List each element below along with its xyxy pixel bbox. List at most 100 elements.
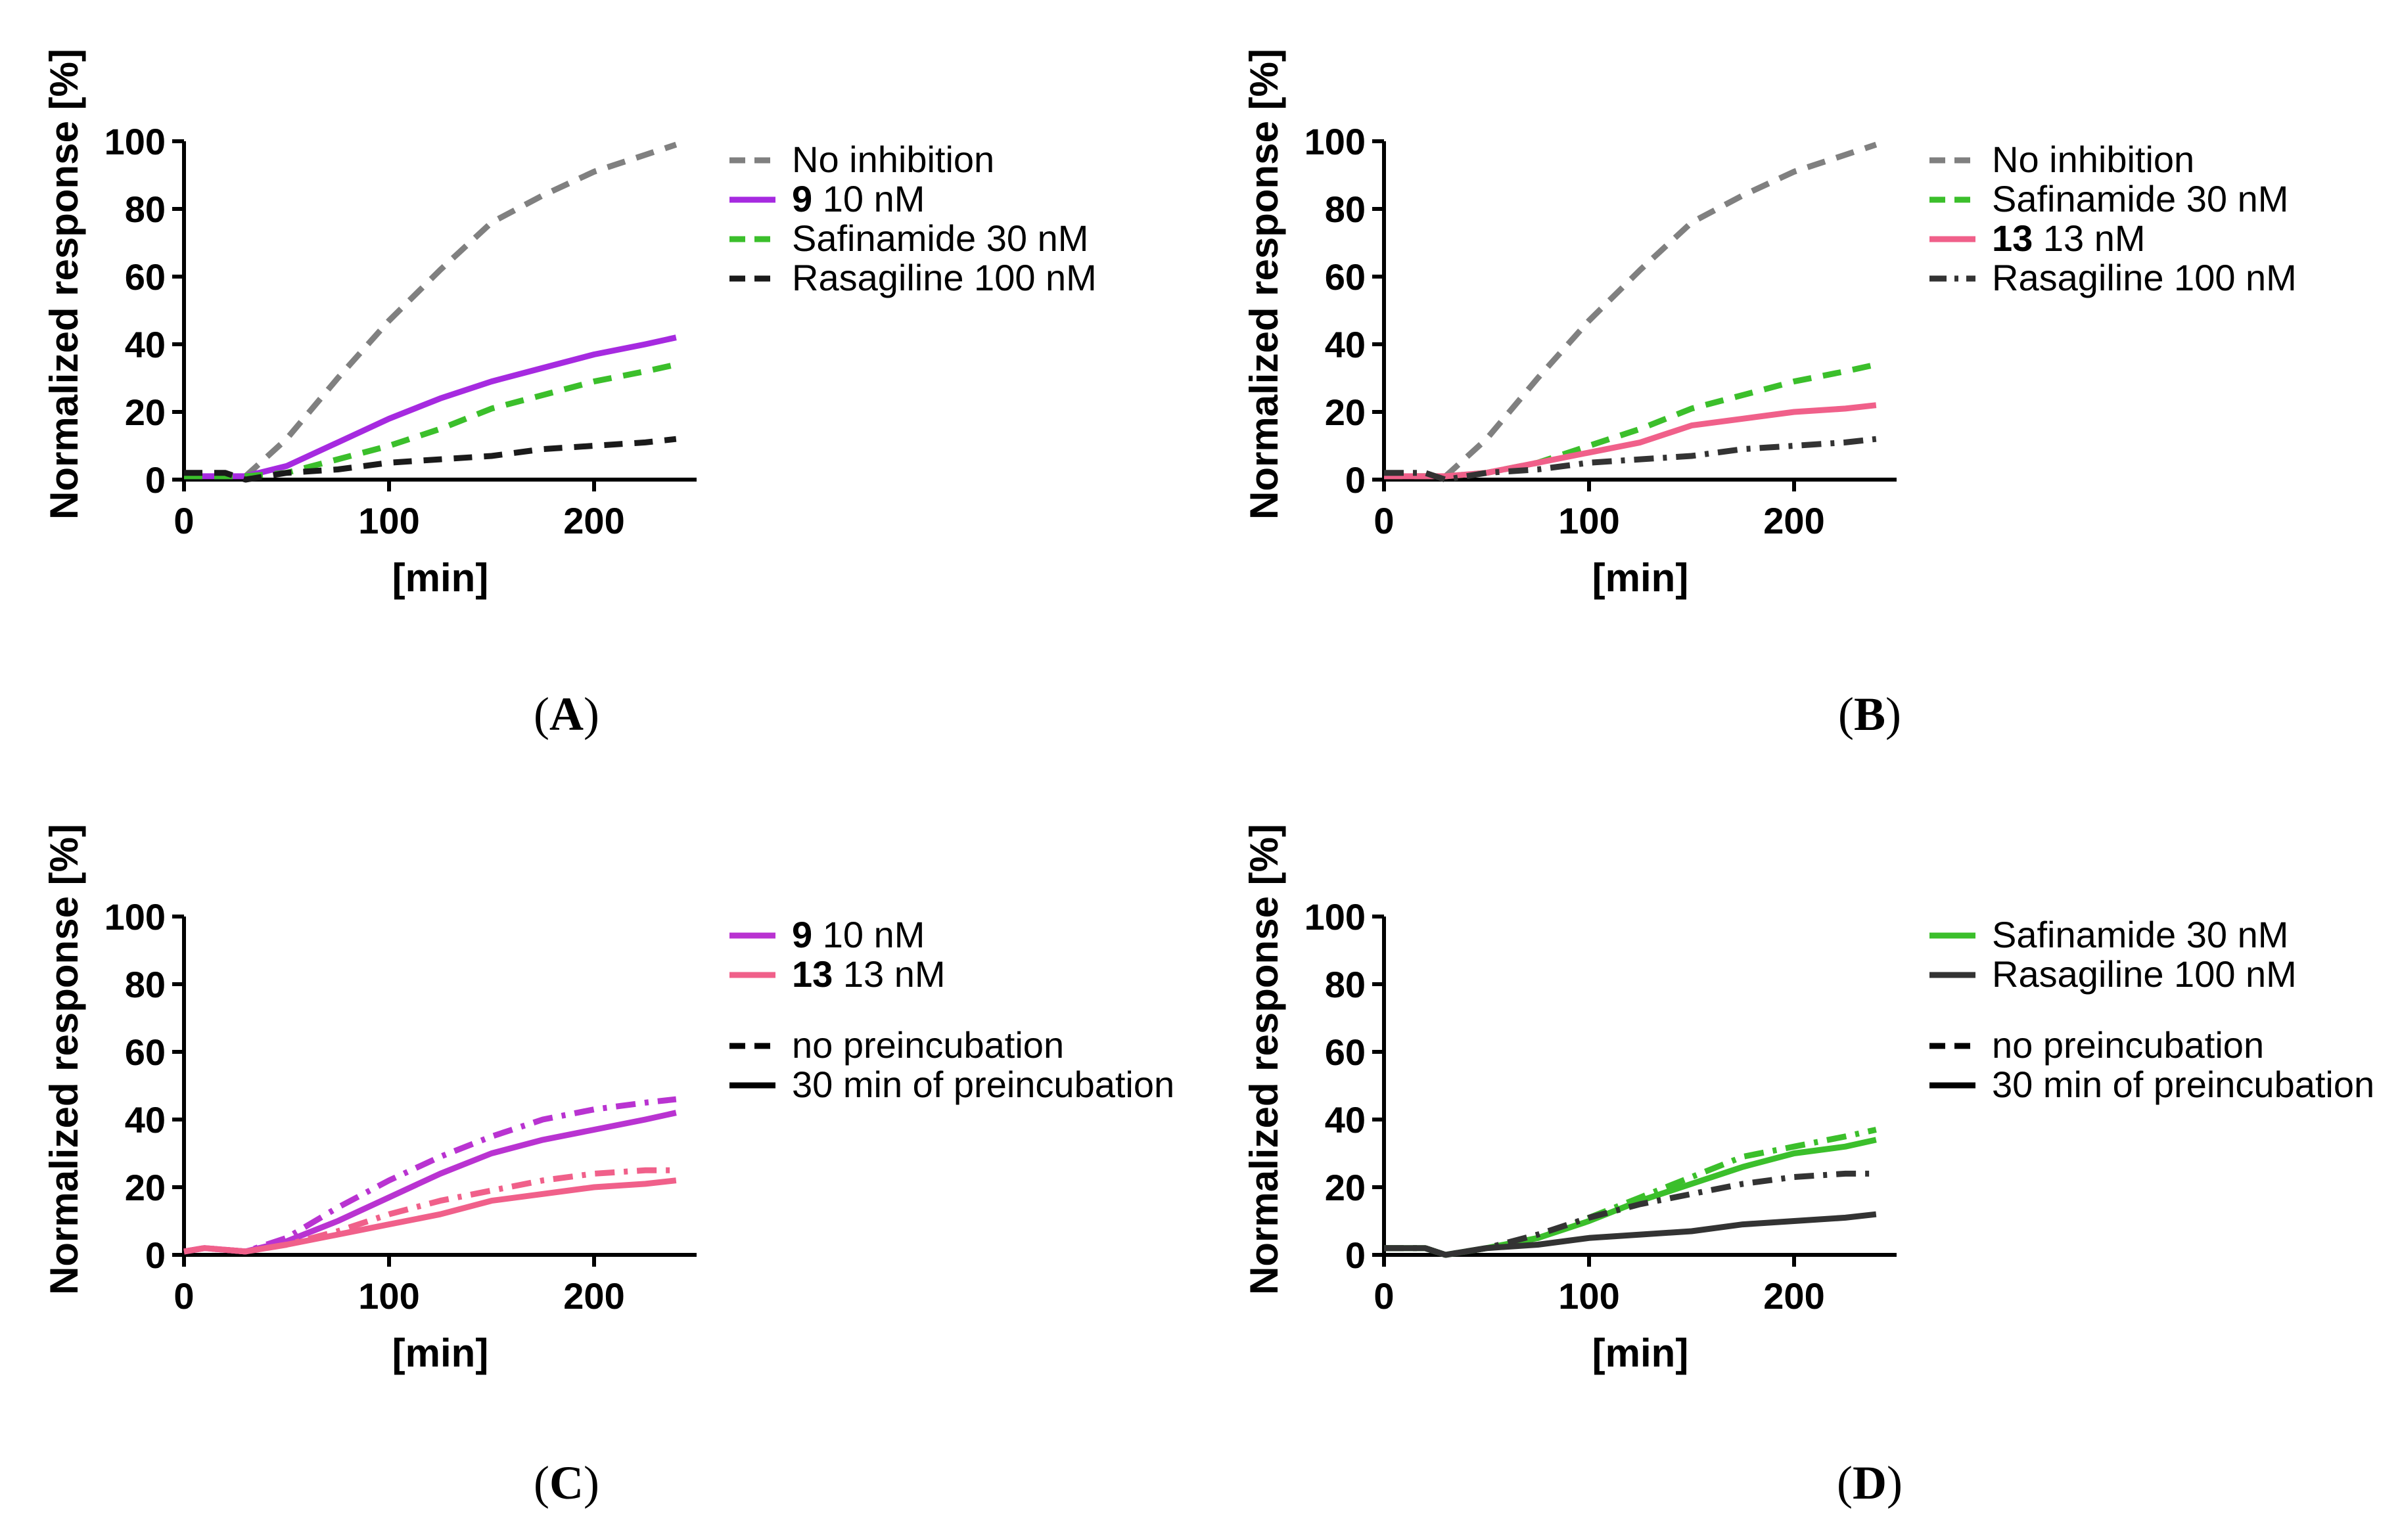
legend-bold-part: 9 [792,178,812,219]
y-tick-label: 0 [1345,1234,1366,1276]
legend-label-text: 30 min of preincubation [792,1064,1174,1105]
x-tick-label: 100 [358,1275,419,1317]
legend-label: Rasagiline 100 nM [1992,953,2297,995]
legend-label-text: Rasagiline 100 nM [1992,953,2297,995]
legend-label-text: 10 nM [823,914,925,955]
legend-bold-part: 13 [792,953,833,995]
x-tick-label: 0 [1373,1275,1394,1317]
y-tick-label: 100 [1304,121,1366,162]
legend-label: Safinamide 30 nM [1992,914,2288,955]
legend-label-text: Rasagiline 100 nM [792,257,1097,298]
caption-c-letter: C [549,1457,584,1509]
x-axis-title: [min] [1592,1331,1689,1375]
y-tick-label: 100 [1304,896,1366,938]
legend-label-text: 13 nM [2043,217,2146,259]
legend-bold-part: 13 [1992,217,2033,259]
x-tick-label: 200 [1763,1275,1824,1317]
legend-label: 30 min of preincubation [792,1064,1174,1105]
series-line-b-0 [1384,141,1878,480]
y-axis-title: Normalized response [%] [42,824,86,1295]
legend-label: 9 10 nM [792,914,925,955]
legend-label: 30 min of preincubation [1992,1064,2374,1105]
caption-c: (C) [534,1457,599,1509]
y-axis-title: Normalized response [%] [1242,824,1286,1295]
x-tick-label: 200 [563,500,624,541]
legend-label: No inhibition [1992,139,2194,180]
legend-label: Rasagiline 100 nM [792,257,1097,298]
series-line-a-1 [184,334,677,480]
legend-label: 9 10 nM [792,178,925,219]
y-tick-label: 40 [1325,324,1366,365]
series-line-d-3 [1384,1211,1877,1258]
x-tick-label: 200 [1763,500,1824,541]
legend-label: Safinamide 30 nM [792,217,1088,259]
chart-panel-c: 0 20 40 60 80 100 0 100 200 [min] Normalized respo… [42,824,1174,1375]
legend-label-text: Safinamide 30 nM [792,217,1088,259]
series-line-a-0 [184,141,678,480]
caption-d: (D) [1837,1457,1903,1509]
chart-panel-d: 0 20 40 60 80 100 0 100 200 [min] Normalized respo… [1242,824,2374,1375]
y-tick-label: 20 [1325,1167,1366,1208]
chart-panel-a: 0 20 40 60 80 100 0 100 200 [min] Normalized respo… [42,49,1097,600]
y-tick-label: 20 [125,1167,166,1208]
x-axis-title: [min] [392,1331,489,1375]
y-tick-label: 20 [125,392,166,433]
caption-b: (B) [1838,688,1901,740]
caption-a: (A) [534,688,599,740]
y-tick-label: 0 [1345,459,1366,501]
y-tick-label: 20 [1325,392,1366,433]
y-tick-label: 100 [104,896,166,938]
y-tick-label: 100 [104,121,166,162]
caption-b-letter: B [1853,688,1886,740]
x-axis-title: [min] [392,556,489,600]
legend-label: Rasagiline 100 nM [1992,257,2297,298]
legend-label: No inhibition [792,139,994,180]
legend-label-text: no preincubation [792,1024,1064,1066]
series-line-a-2 [184,361,677,480]
legend-label: 13 13 nM [792,953,946,995]
series-line-a-3 [184,436,677,483]
x-tick-label: 100 [1558,500,1619,541]
x-tick-label: 0 [173,500,194,541]
series-line-c-2 [183,1167,676,1255]
legend-label-text: 30 min of preincubation [1992,1064,2374,1105]
chart-panel-b: 0 20 40 60 80 100 0 100 200 [min] Normalized respo… [1242,49,2297,600]
caption-d-letter: D [1853,1457,1887,1509]
legend-label-text: 10 nM [823,178,925,219]
x-tick-label: 0 [1373,500,1394,541]
y-tick-label: 80 [125,964,166,1005]
series-line-b-1 [1384,361,1877,480]
x-tick-label: 100 [1558,1275,1619,1317]
y-tick-label: 80 [1325,964,1366,1005]
legend-label-text: Safinamide 30 nM [1992,178,2288,219]
y-tick-label: 40 [125,1099,166,1141]
y-tick-label: 60 [1325,256,1366,298]
legend-label: no preincubation [1992,1024,2264,1066]
series-line-d-2 [1384,1170,1876,1258]
y-tick-label: 80 [1325,189,1366,230]
series-line-c-3 [183,1177,677,1255]
legend-label-text: Safinamide 30 nM [1992,914,2288,955]
legend-label-text: no preincubation [1992,1024,2264,1066]
legend-label: 13 13 nM [1992,217,2146,259]
x-tick-label: 200 [563,1275,624,1317]
legend-label-text: 13 nM [843,953,946,995]
legend-label-text: No inhibition [792,139,994,180]
x-tick-label: 0 [173,1275,194,1317]
legend-label-text: No inhibition [1992,139,2194,180]
y-axis-title: Normalized response [%] [42,49,86,520]
y-tick-label: 60 [125,1031,166,1073]
y-tick-label: 40 [1325,1099,1366,1141]
caption-a-letter: A [549,688,584,740]
y-tick-label: 40 [125,324,166,365]
y-tick-label: 80 [125,189,166,230]
legend-bold-part: 9 [792,914,812,955]
legend-label: no preincubation [792,1024,1064,1066]
y-axis-title: Normalized response [%] [1242,49,1286,520]
legend-label-text: Rasagiline 100 nM [1992,257,2297,298]
legend-label: Safinamide 30 nM [1992,178,2288,219]
y-tick-label: 60 [1325,1031,1366,1073]
x-tick-label: 100 [358,500,419,541]
y-tick-label: 0 [145,1234,166,1276]
